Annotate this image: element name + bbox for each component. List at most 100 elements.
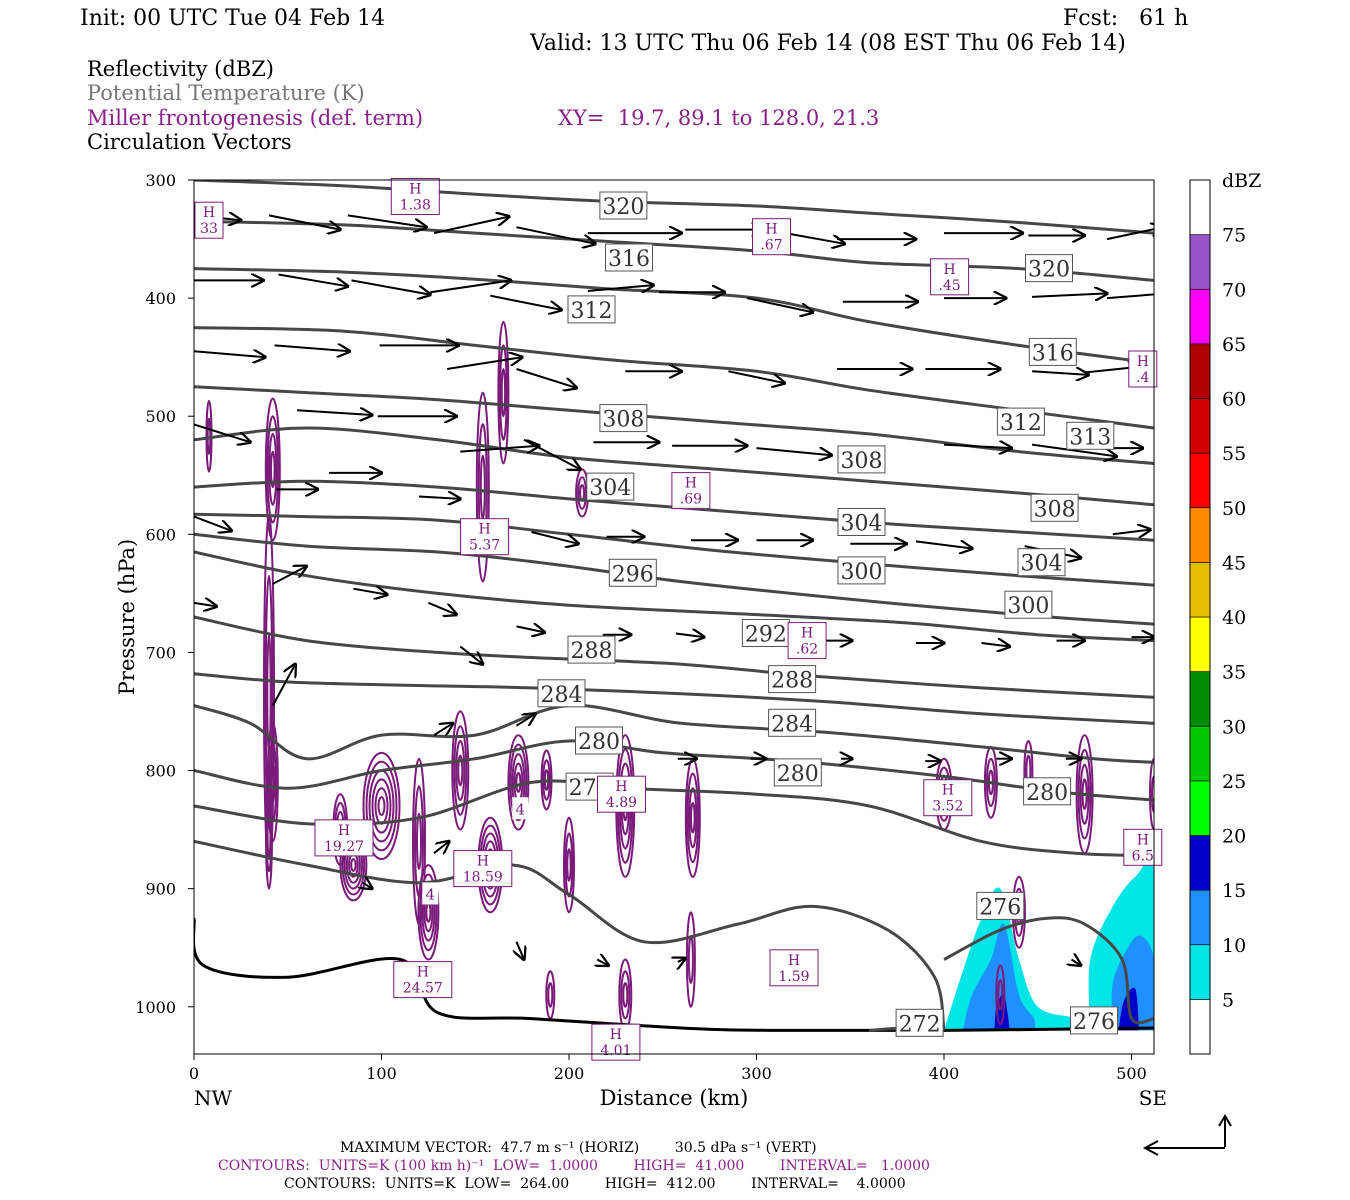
legend-reflectivity: Reflectivity (dBZ): [87, 57, 275, 81]
theta-label-box: [1023, 777, 1072, 806]
circulation-vector: [460, 446, 539, 452]
theta-label-box: [537, 679, 586, 708]
valid-time: Valid: 13 UTC Thu 06 Feb 14 (08 EST Thu …: [530, 31, 1126, 56]
fronto-contour: [497, 320, 510, 465]
circulation-vector: [597, 960, 608, 966]
y-tick-label: 300: [145, 171, 176, 190]
theta-label: 300: [841, 560, 883, 585]
colorbar-block: [1189, 398, 1211, 454]
theta-label: 272: [899, 1012, 941, 1037]
circulation-vector: [915, 541, 972, 548]
circulation-vector: [675, 634, 704, 638]
fronto-max-value: 6.5: [1132, 848, 1154, 864]
circulation-vector: [516, 226, 596, 244]
fronto-contour: [362, 751, 401, 861]
theta-label: 296: [612, 562, 654, 587]
legend-xy-section: XY= 19.7, 89.1 to 128.0, 21.3: [558, 106, 880, 130]
theta-label: 284: [771, 712, 813, 737]
contour-labels: 320 316 312 320 316 308 312 313 304 308 304 308 296 3…: [194, 178, 1163, 1061]
circulation-vector: [194, 603, 217, 607]
circulation-vector: [587, 285, 654, 291]
theta-contour-276: [943, 916, 1154, 1025]
circulation-vector: [678, 958, 686, 962]
theta-contour-308: [194, 426, 1154, 507]
y-tick-label: 900: [145, 880, 176, 899]
fronto-max-value: .45: [938, 278, 960, 294]
theta-label-box: [837, 556, 886, 585]
circulation-vector: [433, 723, 453, 736]
theta-label: 280: [578, 730, 620, 755]
fronto-contour: [416, 812, 422, 871]
circulation-vector: [351, 279, 431, 294]
circulation-vector: [194, 515, 232, 531]
colorbar-unit: dBZ: [1222, 170, 1261, 192]
y-tick-label: 600: [145, 525, 176, 544]
circulation-vector: [1106, 227, 1154, 241]
theta-label-box: [1030, 493, 1079, 522]
circulation-vector: [1032, 371, 1088, 375]
circulation-vector: [272, 566, 307, 585]
fronto-max-box: [671, 472, 711, 510]
fronto-max-marker: H: [801, 626, 813, 642]
circulation-vector: [428, 601, 456, 615]
footer-fronto-contours: CONTOURS: UNITS=K (100 km h)⁻¹ LOW= 1.00…: [218, 1158, 930, 1174]
fronto-max-box: [453, 850, 513, 888]
fronto-max-box: [597, 775, 646, 813]
colorbar-block: [1189, 507, 1211, 563]
colorbar-level-label: 10: [1222, 935, 1246, 957]
theta-label-box: [1066, 421, 1115, 450]
fronto-contour: [455, 740, 466, 801]
footer-max-vector: MAXIMUM VECTOR: 47.7 m s⁻¹ (HORIZ) 30.5 …: [340, 1140, 817, 1156]
fronto-max-box: [393, 961, 453, 999]
fronto-max-value: 1.59: [778, 969, 809, 985]
theta-contour-300: [194, 512, 1154, 587]
fronto-contour: [425, 901, 432, 923]
colorbar-block: [1189, 780, 1211, 836]
x-left-endpoint: NW: [194, 1086, 233, 1110]
theta-label-box: [773, 758, 822, 787]
colorbar-block: [1189, 725, 1211, 782]
colorbar-level-label: 15: [1222, 880, 1246, 902]
fronto-max-box: [390, 178, 440, 215]
plot-frame: [193, 179, 1155, 1055]
colorbar-level-label: 60: [1222, 389, 1246, 411]
fronto-contour-label: 4: [426, 885, 436, 903]
legend-circulation: Circulation Vectors: [87, 130, 292, 154]
theta-label: 312: [571, 299, 613, 324]
theta-label-box: [567, 635, 616, 664]
theta-contour-328: [194, 180, 1154, 235]
fronto-max-value: .69: [680, 492, 702, 508]
colorbar-block: [1189, 944, 1211, 1000]
colorbar-level-label: 65: [1222, 334, 1246, 356]
fronto-max-marker: H: [478, 522, 490, 538]
theta-contour-292: [194, 550, 1154, 643]
fronto-label-bg: [422, 882, 439, 905]
fronto-max-box: [923, 779, 973, 817]
fronto-contour: [686, 772, 700, 864]
fronto-max-marker: H: [765, 222, 777, 238]
colorbar-block: [1189, 889, 1211, 945]
circulation-vector: [459, 645, 483, 665]
circulation-vector: [353, 589, 387, 595]
x-tick-label: 300: [741, 1064, 772, 1083]
legend-frontogenesis: Miller frontogenesis (def. term): [87, 106, 424, 130]
fronto-max-marker: H: [417, 965, 429, 981]
theta-label: 280: [777, 762, 819, 787]
circulation-vector: [515, 714, 536, 727]
fronto-contour: [377, 796, 386, 816]
fronto-max-marker: H: [943, 262, 955, 278]
circulation-vector: [433, 841, 449, 853]
theta-label-box: [768, 708, 817, 737]
x-tick-label: 200: [554, 1064, 585, 1083]
legend-theta: Potential Temperature (K): [87, 81, 365, 105]
fronto-contour: [499, 344, 508, 441]
theta-label: 276: [1073, 1010, 1115, 1035]
theta-label: 304: [1021, 552, 1063, 577]
fronto-contour: [1151, 775, 1154, 813]
theta-label-box: [575, 726, 623, 755]
colorbar-block: [1189, 562, 1211, 618]
theta-label: 288: [571, 639, 613, 664]
y-tick-label: 1000: [135, 998, 176, 1017]
colorbar-block: [1189, 179, 1211, 235]
